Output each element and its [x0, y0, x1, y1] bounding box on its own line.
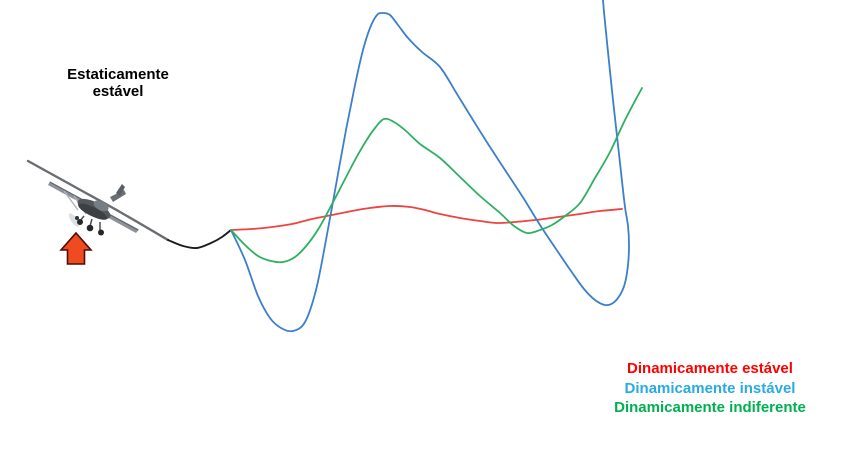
airplane-wheel [77, 219, 83, 225]
airplane-tailfin [116, 184, 125, 196]
legend-item-dinamicamente-indiferente: Dinamicamente indiferente [614, 399, 806, 416]
curves-layer [26, 0, 643, 333]
legend: Dinamicamente estável Dinamicamente inst… [565, 359, 846, 418]
curve-flare-path [167, 229, 232, 250]
airplane-belly [78, 203, 108, 220]
curve-dinamicamente-indiferente [230, 87, 643, 264]
airplane-spinner [75, 216, 79, 220]
static-stability-label: Estaticamente estável [38, 66, 198, 100]
curve-dinamicamente-instavel [230, 0, 630, 333]
airplane-wheel [86, 224, 94, 232]
airplane-propeller [68, 213, 80, 227]
legend-item-dinamicamente-instavel: Dinamicamente instável [624, 379, 796, 397]
static-stability-label-line2: estável [92, 83, 144, 100]
airplane-illustration [48, 181, 139, 236]
curve-approach-path [26, 159, 170, 242]
airplane-strut [63, 190, 79, 211]
airplane-tailplane [110, 190, 126, 202]
static-stability-label-line1: Estaticamente [67, 66, 169, 83]
airplane-cabin [93, 200, 109, 212]
legend-item-dinamicamente-estavel: Dinamicamente estável [627, 360, 793, 377]
curve-dinamicamente-estavel [230, 205, 623, 231]
up-arrow-icon [59, 231, 93, 265]
airplane-wheel [98, 229, 104, 236]
